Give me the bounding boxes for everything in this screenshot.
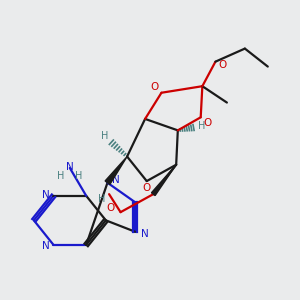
Polygon shape [105, 157, 127, 184]
Text: N: N [42, 241, 50, 251]
Text: O: O [204, 118, 212, 128]
Text: N: N [42, 190, 50, 200]
Text: H: H [57, 171, 64, 181]
Text: O: O [142, 183, 150, 193]
Polygon shape [152, 165, 176, 196]
Text: N: N [141, 229, 148, 239]
Text: O: O [106, 203, 115, 213]
Text: O: O [150, 82, 158, 92]
Text: N: N [66, 162, 74, 172]
Text: H: H [98, 194, 105, 204]
Text: N: N [112, 175, 119, 185]
Text: H: H [75, 171, 83, 181]
Text: O: O [218, 60, 227, 70]
Text: H: H [198, 122, 205, 131]
Text: H: H [101, 131, 109, 141]
